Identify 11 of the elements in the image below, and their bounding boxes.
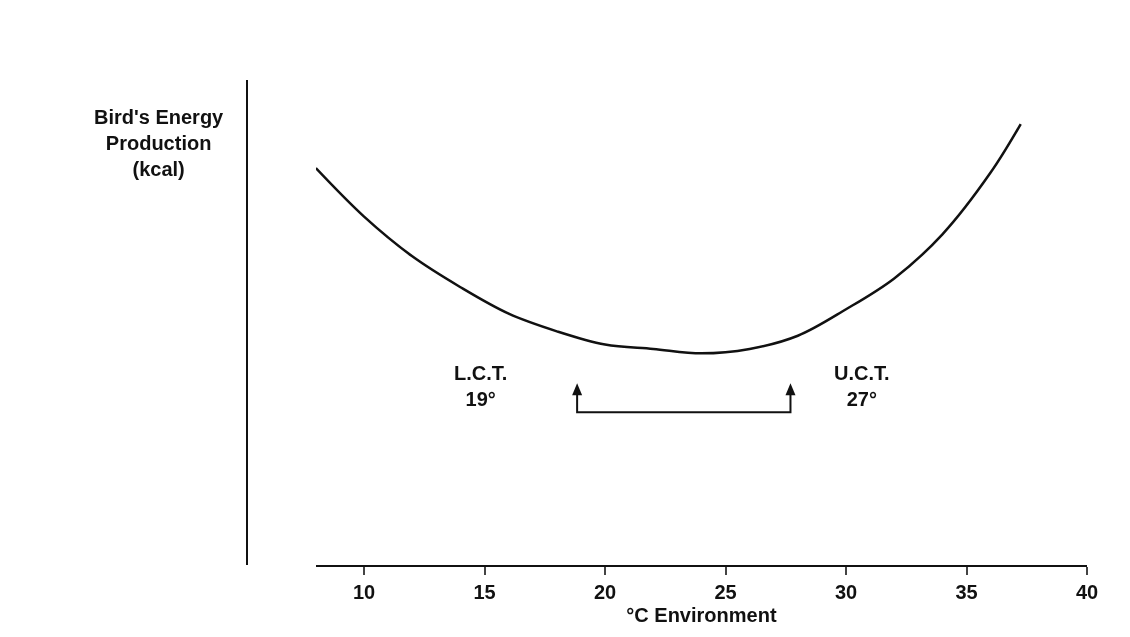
x-tick-label: 25 <box>714 581 737 603</box>
x-tick-label: 15 <box>473 581 496 603</box>
x-tick-label: 40 <box>1075 581 1099 603</box>
x-axis-title: °C Environment <box>626 604 777 626</box>
annotation: U.C.T. 27° <box>834 362 890 410</box>
x-tick-label: 30 <box>834 581 858 603</box>
annotation: L.C.T. 19° <box>454 362 508 410</box>
x-tick-label: 20 <box>593 581 617 603</box>
y-axis-title: Bird's Energy Production (kcal) <box>94 106 225 180</box>
x-tick-label: 35 <box>955 581 978 603</box>
x-tick-label: 10 <box>352 581 376 603</box>
